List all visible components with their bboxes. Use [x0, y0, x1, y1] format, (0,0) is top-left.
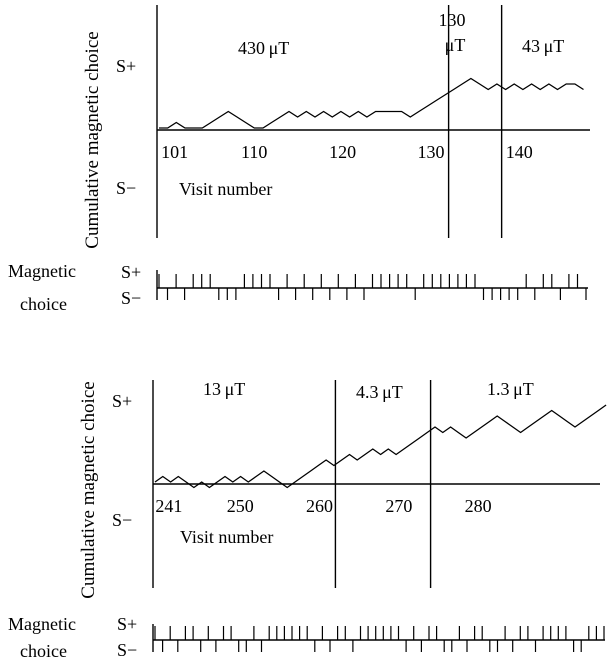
panel-2-xlabel: Visit number [180, 527, 273, 547]
panel-2-phase-lines [334, 380, 432, 588]
panel-1-cumulative-trace [159, 77, 584, 129]
panel-1-tick-label-110: 110 [241, 142, 267, 162]
panel-1-tick-label-120: 120 [329, 142, 356, 162]
panel-1-xlabel: Visit number [179, 179, 272, 199]
choice-row-2-label-line2: choice [20, 641, 67, 661]
panel-2-tick-label-270: 270 [385, 496, 412, 516]
panel-1-phase-label-430: 430 μT [238, 38, 289, 58]
panel-1-s-plus: S+ [116, 56, 136, 76]
panel-2-phase-label-4-3: 4.3 μT [356, 382, 403, 402]
panel-1-tick-label-130: 130 [417, 142, 444, 162]
choice-row-2: Magnetic choice S+ S− [8, 614, 605, 661]
choice-row-1-label-line2: choice [20, 294, 67, 314]
panel-2-s-plus: S+ [112, 391, 132, 411]
choice-row-1-s-plus: S+ [121, 262, 141, 282]
panel-2-tick-label-250: 250 [227, 496, 254, 516]
panel-2-tick-label-280: 280 [465, 496, 492, 516]
choice-row-1: Magnetic choice S+ S− [8, 261, 588, 314]
choice-row-2-s-plus: S+ [117, 614, 137, 634]
panel-2-tick-label-260: 260 [306, 496, 333, 516]
panel-2-tick-label-241: 241 [155, 496, 182, 516]
panel-1-tick-label-101: 101 [161, 142, 188, 162]
choice-row-1-s-minus: S− [121, 288, 141, 308]
panel-2-phase-label-1-3: 1.3 μT [487, 379, 534, 399]
panel-2-tick-labels: 241 250 260 270 280 [155, 496, 491, 516]
panel-1-tick-label-140: 140 [506, 142, 533, 162]
panel-2: Cumulative magnetic choice S+ S− Visit n… [78, 379, 607, 599]
panel-2-phase-label-13: 13 μT [203, 379, 245, 399]
panel-1-tick-labels: 101 110 120 130 140 [161, 142, 533, 162]
panel-1-phase-lines [447, 5, 503, 238]
choice-row-1-label-line1: Magnetic [8, 261, 76, 281]
panel-1-phase-label-130: 130 [439, 10, 466, 30]
panel-1: Cumulative magnetic choice S+ S− Visit n… [82, 5, 590, 249]
panel-1-s-minus: S− [116, 178, 136, 198]
panel-1-ylabel: Cumulative magnetic choice [82, 31, 103, 248]
panel-2-ylabel: Cumulative magnetic choice [78, 381, 99, 598]
choice-row-2-label-line1: Magnetic [8, 614, 76, 634]
panel-2-s-minus: S− [112, 510, 132, 530]
choice-row-2-s-minus: S− [117, 640, 137, 660]
panel-2-cumulative-trace [154, 404, 607, 489]
choice-row-2-ticks [154, 626, 605, 652]
panel-1-phase-label-130-unit: μT [445, 35, 466, 55]
choice-row-1-ticks [158, 274, 587, 300]
panel-1-phase-label-43: 43 μT [522, 36, 564, 56]
